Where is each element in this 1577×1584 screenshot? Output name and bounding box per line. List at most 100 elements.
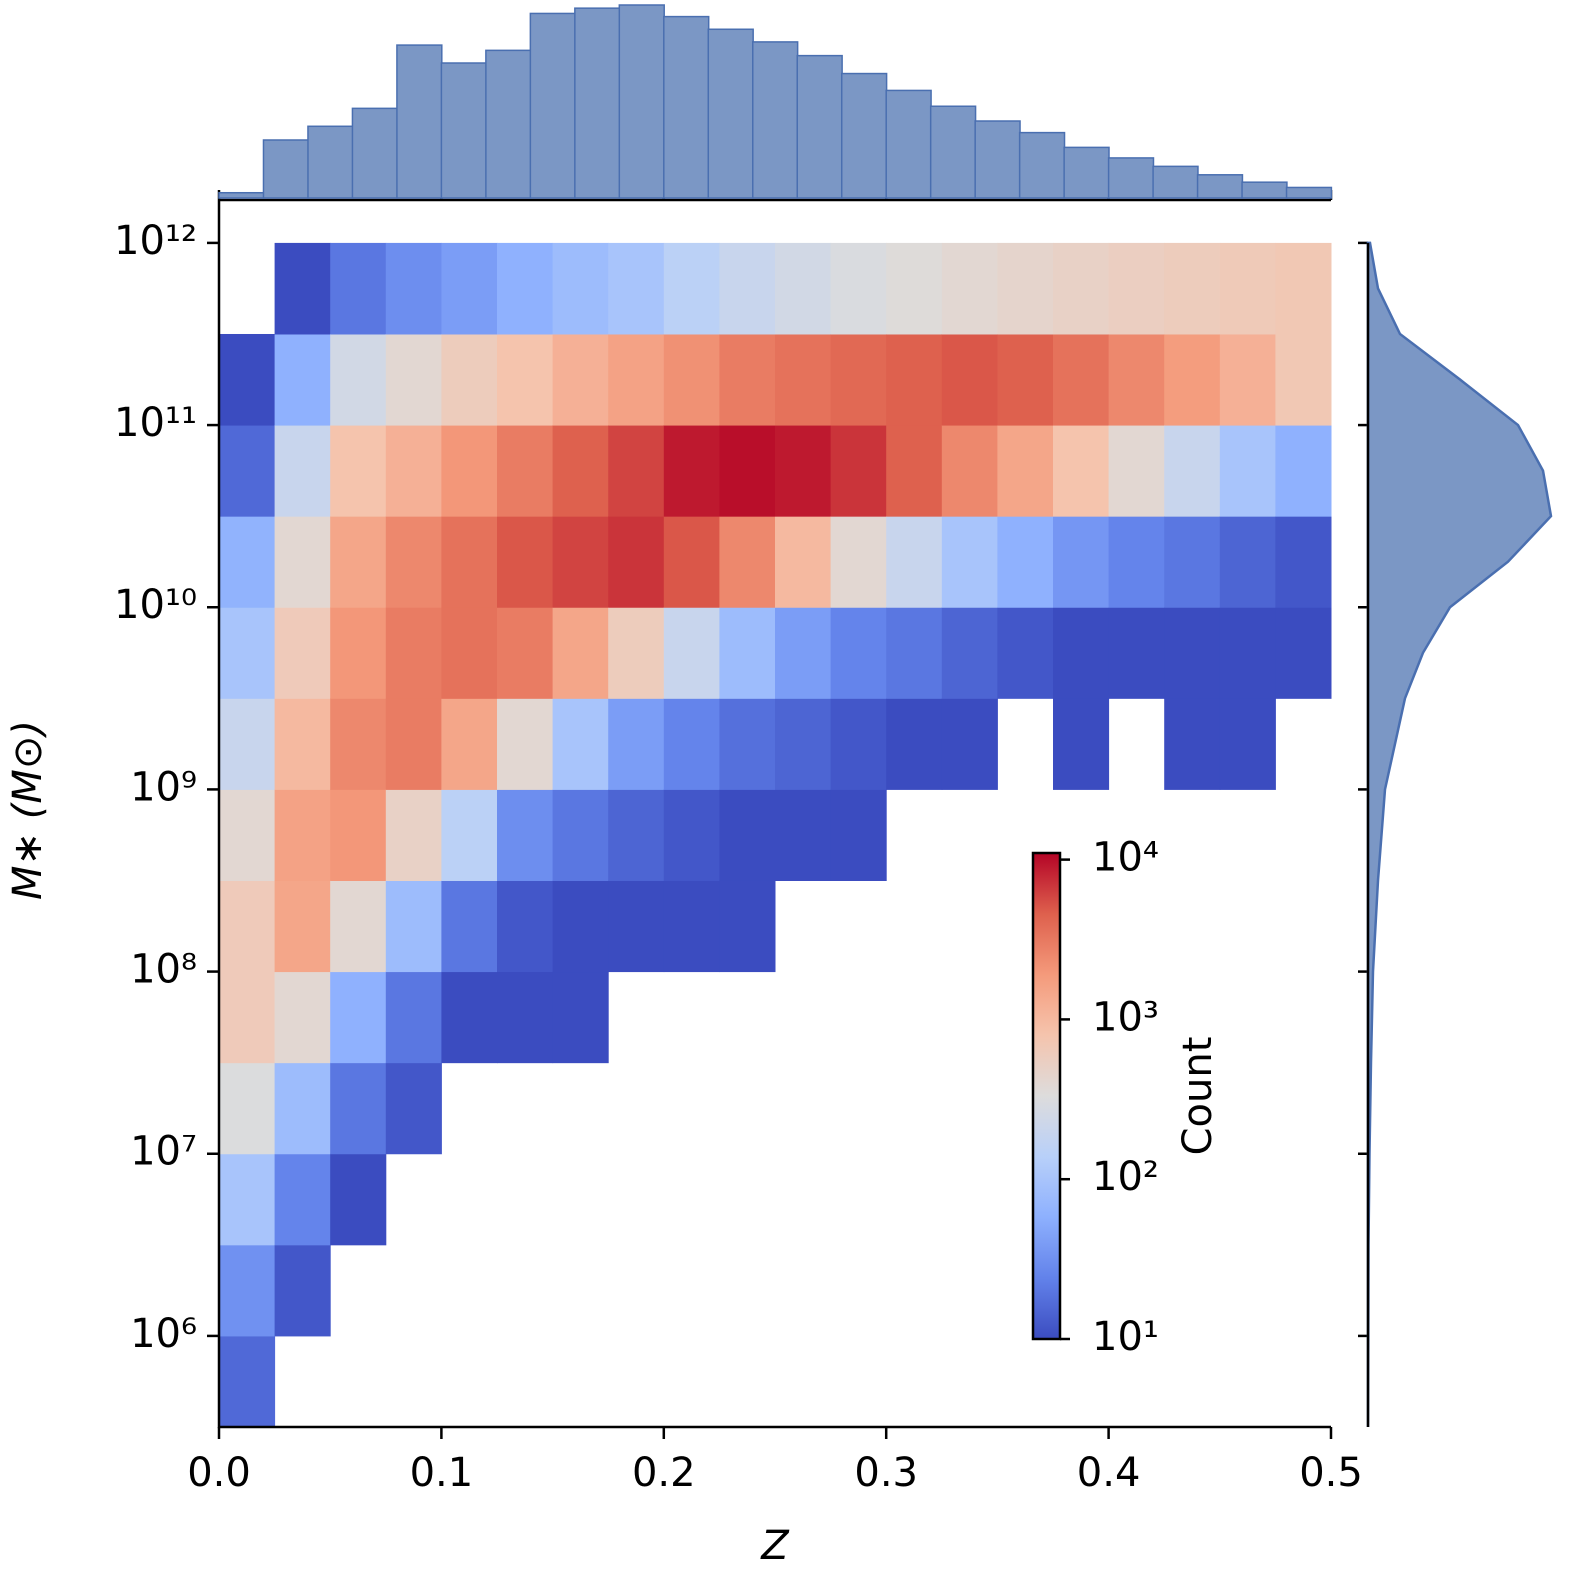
heatmap-cell xyxy=(1164,698,1221,790)
heatmap-cell xyxy=(330,880,387,973)
y-tick-label: 10⁶ xyxy=(130,1311,197,1357)
marginal-density xyxy=(1366,241,1553,1428)
marginal-bar xyxy=(974,120,1021,199)
heatmap-cell xyxy=(664,1154,720,1246)
marginal-bar xyxy=(1241,181,1288,199)
heatmap-cell xyxy=(886,1245,942,1337)
x-tick-label: 0.1 xyxy=(410,1450,474,1496)
heatmap-cell xyxy=(997,1336,1053,1428)
heatmap-cell xyxy=(219,425,276,517)
y-tick-label: 10⁹ xyxy=(130,764,197,810)
heatmap-cell xyxy=(497,242,554,335)
heatmap-cell xyxy=(441,1063,497,1155)
heatmap-cell xyxy=(330,607,387,699)
heatmap-cell xyxy=(330,425,387,517)
heatmap-cell xyxy=(941,698,998,790)
heatmap-cell xyxy=(663,242,720,335)
heatmap-cell xyxy=(1108,242,1165,335)
heatmap-cell xyxy=(330,971,387,1064)
marginal-bar xyxy=(351,107,399,199)
heatmap-cell xyxy=(552,425,609,517)
heatmap-cell xyxy=(497,971,554,1064)
heatmap-cell xyxy=(1164,1154,1220,1246)
heatmap-cell xyxy=(497,880,554,973)
heatmap-cell xyxy=(219,698,276,790)
heatmap-cell xyxy=(219,607,276,699)
heatmap-cell xyxy=(274,1153,331,1246)
heatmap-cell xyxy=(886,242,943,335)
heatmap-cell xyxy=(1275,789,1331,881)
heatmap-cell xyxy=(497,1063,553,1155)
heatmap-cell xyxy=(664,1245,720,1337)
heatmap-cell xyxy=(1109,1063,1165,1155)
heatmap-cell xyxy=(385,880,442,973)
heatmap-cell xyxy=(274,425,331,517)
heatmap-cell xyxy=(608,333,665,426)
heatmap-cell xyxy=(497,425,554,517)
heatmap-cell xyxy=(497,1245,553,1337)
heatmap-cell xyxy=(552,698,609,790)
heatmap-cell xyxy=(663,698,720,790)
heatmap-cell xyxy=(441,242,498,335)
heatmap-cell xyxy=(1164,333,1221,426)
heatmap-cell xyxy=(886,516,943,608)
heatmap-cell xyxy=(608,607,665,699)
heatmap-cell xyxy=(942,1063,998,1155)
heatmap-cell xyxy=(553,1245,609,1337)
heatmap-cell xyxy=(219,971,276,1064)
heatmap-cell xyxy=(441,789,498,881)
heatmap-cell xyxy=(775,880,831,972)
heatmap-cell xyxy=(497,698,554,790)
heatmap-cell xyxy=(497,516,554,608)
heatmap-cell xyxy=(553,1063,609,1155)
colorbar-tick-label: 10² xyxy=(1092,1154,1159,1200)
marginal-bar xyxy=(218,191,265,199)
heatmap-cell xyxy=(886,1063,942,1155)
heatmap-cell xyxy=(664,1063,720,1155)
heatmap-cell xyxy=(219,516,276,608)
heatmap-cell xyxy=(719,1063,775,1155)
marginal-bar xyxy=(529,12,576,199)
heatmap-cell xyxy=(775,1063,831,1155)
x-tick-label: 0.3 xyxy=(854,1450,918,1496)
heatmap-cell xyxy=(1219,698,1276,790)
heatmap-cell xyxy=(830,242,887,335)
colorbar-tick-label: 10³ xyxy=(1092,994,1159,1040)
heatmap-cell xyxy=(719,333,776,426)
heatmap-cell xyxy=(830,789,887,881)
marginal-bar xyxy=(1063,146,1110,199)
heatmap-cell xyxy=(274,789,331,881)
heatmap-cell xyxy=(775,242,832,335)
heatmap-cell xyxy=(1053,333,1110,426)
heatmap-cell xyxy=(1275,607,1332,699)
heatmap-cell xyxy=(330,789,387,881)
heatmap-cell xyxy=(1275,698,1331,790)
heatmap-cell xyxy=(441,971,498,1064)
heatmap-cell xyxy=(1275,880,1331,972)
heatmap-cell xyxy=(385,789,442,881)
x-tick-label: 0.4 xyxy=(1077,1450,1141,1496)
heatmap-cell xyxy=(830,425,887,517)
heatmap-cell xyxy=(275,1336,331,1428)
heatmap-cell xyxy=(552,516,609,608)
heatmap-cell xyxy=(386,1154,442,1246)
heatmap-cell xyxy=(219,1335,276,1428)
heatmap-cell xyxy=(330,1336,386,1428)
marginal-bar xyxy=(707,28,754,199)
heatmap-cell xyxy=(775,1245,831,1337)
heatmap-cell xyxy=(663,607,720,699)
heatmap-cell xyxy=(608,1154,664,1246)
heatmap-cell xyxy=(386,1336,442,1428)
y-tick-label: 10¹² xyxy=(114,218,197,264)
heatmap-cell xyxy=(1164,516,1221,608)
heatmap-cell xyxy=(608,1245,664,1337)
heatmap-cell xyxy=(942,1154,998,1246)
heatmap-cell xyxy=(330,698,387,790)
heatmap-cell xyxy=(441,516,498,608)
heatmap-cell xyxy=(608,1336,664,1428)
marginal-bar xyxy=(663,15,710,199)
heatmap-cell xyxy=(608,425,665,517)
heatmap-cell xyxy=(1053,425,1110,517)
heatmap-cell xyxy=(219,1062,276,1155)
